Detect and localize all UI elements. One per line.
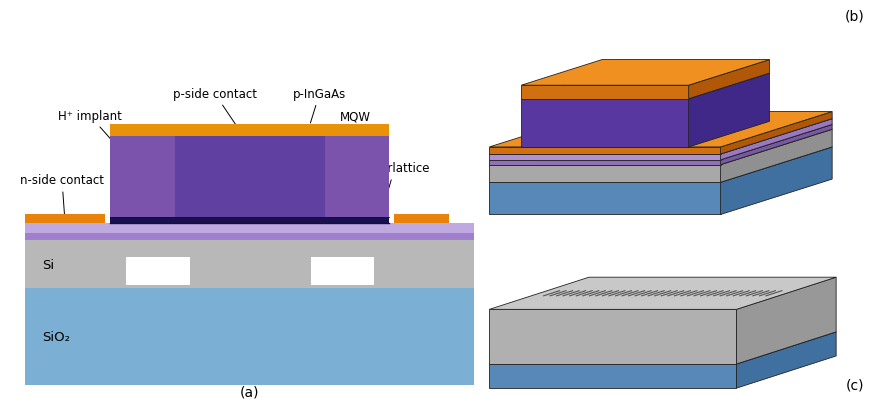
Polygon shape <box>490 364 737 388</box>
Polygon shape <box>490 148 721 155</box>
Bar <box>309 257 374 286</box>
Text: H⁺ implant: H⁺ implant <box>58 110 138 170</box>
Polygon shape <box>521 86 689 99</box>
Polygon shape <box>490 112 832 148</box>
Polygon shape <box>721 125 832 165</box>
Text: p-side contact: p-side contact <box>173 88 257 129</box>
Polygon shape <box>689 74 769 148</box>
Polygon shape <box>737 332 836 388</box>
Polygon shape <box>490 130 832 165</box>
Polygon shape <box>521 99 689 148</box>
Text: Si: Si <box>42 258 54 271</box>
Bar <box>25 241 475 289</box>
Polygon shape <box>490 332 836 364</box>
Polygon shape <box>490 165 721 183</box>
Bar <box>324 136 390 217</box>
Polygon shape <box>689 61 769 99</box>
Bar <box>25 234 475 241</box>
Bar <box>25 223 475 234</box>
Polygon shape <box>721 148 832 215</box>
Polygon shape <box>490 125 832 160</box>
Polygon shape <box>721 119 832 160</box>
Text: MQW: MQW <box>325 110 371 217</box>
Bar <box>110 136 390 217</box>
Text: (c): (c) <box>845 377 864 391</box>
Bar <box>25 289 475 385</box>
Bar <box>110 136 174 217</box>
Polygon shape <box>490 277 836 310</box>
Polygon shape <box>737 277 836 364</box>
Text: p-InGaAs: p-InGaAs <box>293 88 346 124</box>
Polygon shape <box>490 119 832 155</box>
Polygon shape <box>490 160 721 165</box>
Text: (b): (b) <box>844 10 864 24</box>
Bar <box>25 214 105 223</box>
Polygon shape <box>721 130 832 183</box>
Bar <box>110 124 390 136</box>
Polygon shape <box>490 310 737 364</box>
Text: superlattice: superlattice <box>359 162 430 235</box>
Polygon shape <box>490 155 721 160</box>
Polygon shape <box>490 148 832 183</box>
Text: n-InP: n-InP <box>359 138 389 226</box>
Polygon shape <box>521 74 769 99</box>
Bar <box>174 136 324 217</box>
Text: n-side contact: n-side contact <box>20 174 104 218</box>
Bar <box>124 257 190 286</box>
Polygon shape <box>521 61 769 86</box>
Polygon shape <box>721 112 832 155</box>
Text: (a): (a) <box>240 385 259 399</box>
Polygon shape <box>490 183 721 215</box>
Text: SiO₂: SiO₂ <box>42 330 70 343</box>
Bar <box>110 217 390 223</box>
Bar <box>394 214 449 223</box>
Bar <box>174 129 324 136</box>
